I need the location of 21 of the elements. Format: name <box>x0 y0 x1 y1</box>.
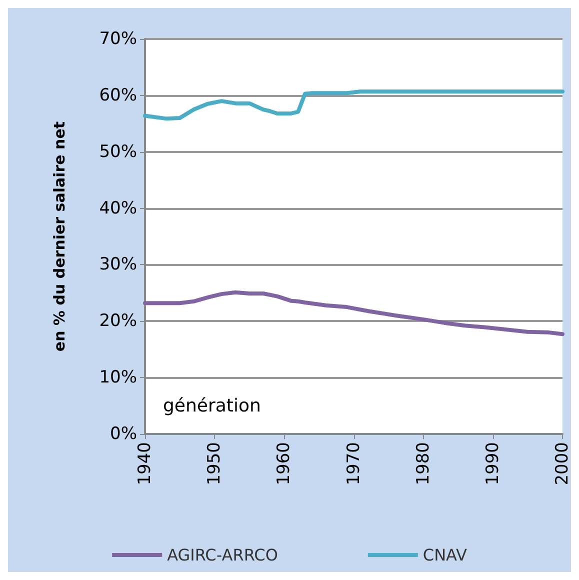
x-tick-label: 1980 <box>413 442 434 486</box>
y-tick-label: 60% <box>99 85 137 106</box>
legend-label: CNAV <box>422 546 467 564</box>
y-tick-label: 40% <box>99 198 137 218</box>
x-tick-label: 1970 <box>344 442 364 486</box>
y-tick-label: 30% <box>99 254 137 275</box>
y-tick-label: 10% <box>99 368 137 388</box>
x-tick-label: 1950 <box>204 442 225 486</box>
x-tick-label: 2000 <box>552 442 572 486</box>
annotation: génération <box>163 396 261 416</box>
x-tick-label: 1960 <box>274 442 294 486</box>
y-tick-label: 50% <box>99 142 137 162</box>
legend-label: AGIRC-ARRCO <box>167 546 278 564</box>
y-axis-title: en % du dernier salaire net <box>50 121 68 352</box>
x-tick-label: 1990 <box>482 442 503 486</box>
y-tick-label: 0% <box>110 424 137 444</box>
line-series <box>143 290 564 336</box>
x-tick-label: 1940 <box>135 442 155 486</box>
y-tick-label: 20% <box>99 311 137 332</box>
y-tick-label: 70% <box>99 29 137 49</box>
line-series <box>143 89 564 121</box>
